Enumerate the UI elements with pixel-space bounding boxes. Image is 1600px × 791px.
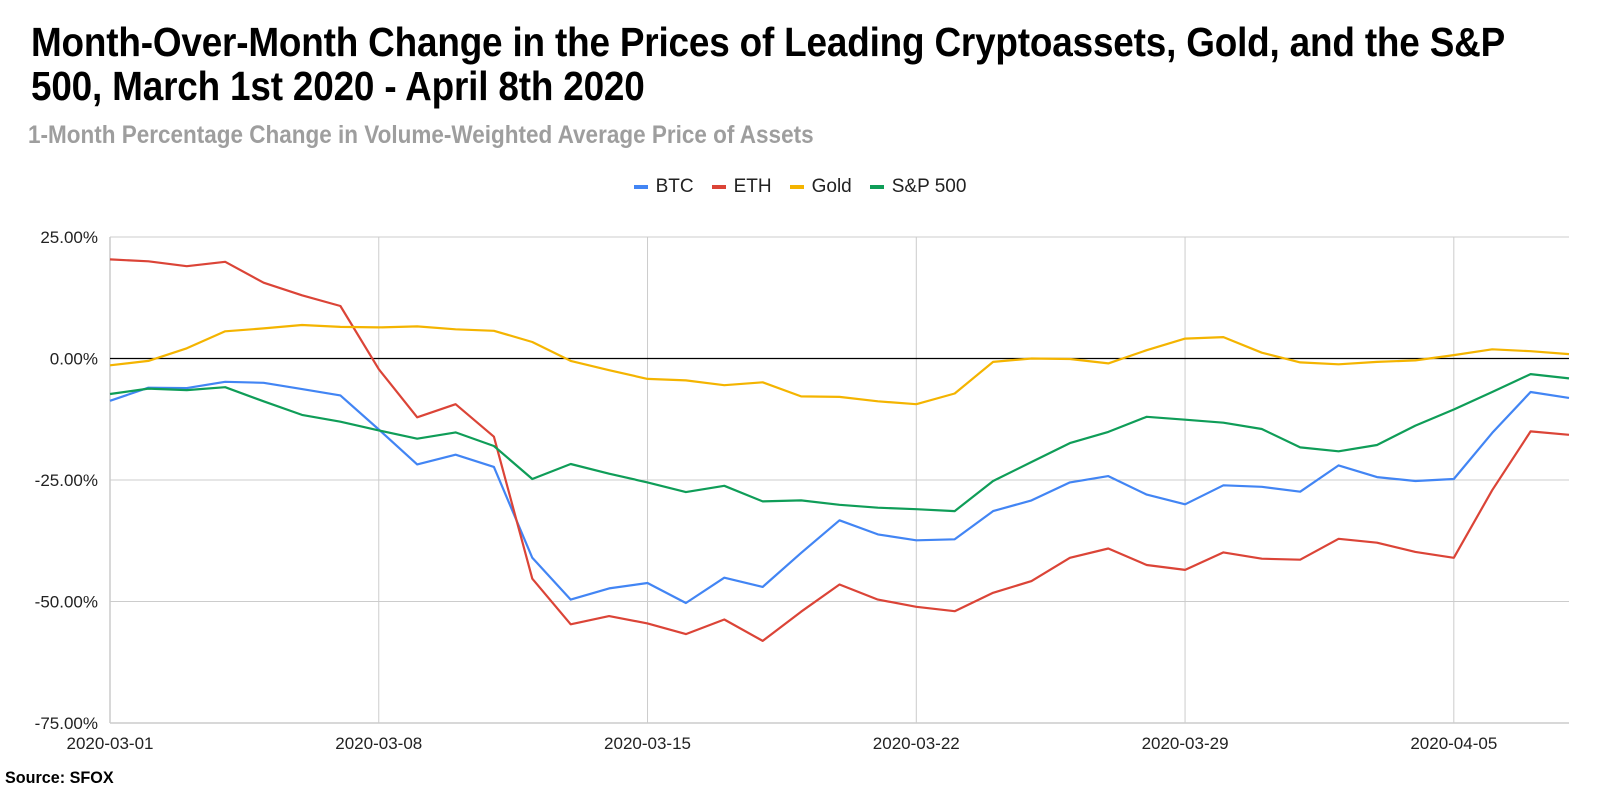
legend-swatch-eth — [711, 185, 726, 189]
chart-title: Month-Over-Month Change in the Prices of… — [31, 19, 1505, 109]
legend-item-gold[interactable]: Gold — [789, 176, 852, 198]
x-tick-label: 2020-03-08 — [335, 734, 422, 753]
legend-label-eth: ETH — [733, 176, 772, 197]
legend-label-gold: Gold — [811, 176, 852, 197]
x-tick-label: 2020-03-01 — [67, 734, 154, 753]
legend: BTC ETH Gold S&P 500 — [0, 176, 1600, 198]
chart-subtitle: 1-Month Percentage Change in Volume-Weig… — [28, 121, 814, 149]
series-line-btc[interactable] — [109, 380, 1570, 605]
legend-label-sp500: S&P 500 — [891, 176, 967, 197]
grid — [109, 236, 1569, 724]
x-tick-label: 2020-03-22 — [873, 734, 960, 753]
series-lines — [109, 258, 1570, 643]
series-line-sp500[interactable] — [109, 373, 1570, 513]
y-tick-label: -50.00% — [35, 593, 98, 612]
legend-swatch-gold — [789, 185, 804, 189]
axes: 25.00%0.00%-25.00%-50.00%-75.00%2020-03-… — [35, 228, 1498, 753]
legend-item-sp500[interactable]: S&P 500 — [869, 176, 967, 198]
x-tick-label: 2020-03-29 — [1142, 734, 1229, 753]
legend-label-btc: BTC — [655, 176, 694, 197]
legend-item-eth[interactable]: ETH — [711, 176, 772, 198]
x-tick-label: 2020-04-05 — [1410, 734, 1497, 753]
source-note: Source: SFOX — [5, 768, 114, 787]
y-tick-label: -25.00% — [35, 471, 98, 490]
y-tick-label: 0.00% — [50, 350, 98, 369]
series-line-gold[interactable] — [109, 323, 1570, 406]
legend-item-btc[interactable]: BTC — [633, 176, 694, 198]
y-tick-label: -75.00% — [35, 714, 98, 733]
y-tick-label: 25.00% — [40, 228, 98, 247]
legend-swatch-sp500 — [869, 185, 884, 189]
x-tick-label: 2020-03-15 — [604, 734, 691, 753]
legend-swatch-btc — [633, 185, 648, 189]
